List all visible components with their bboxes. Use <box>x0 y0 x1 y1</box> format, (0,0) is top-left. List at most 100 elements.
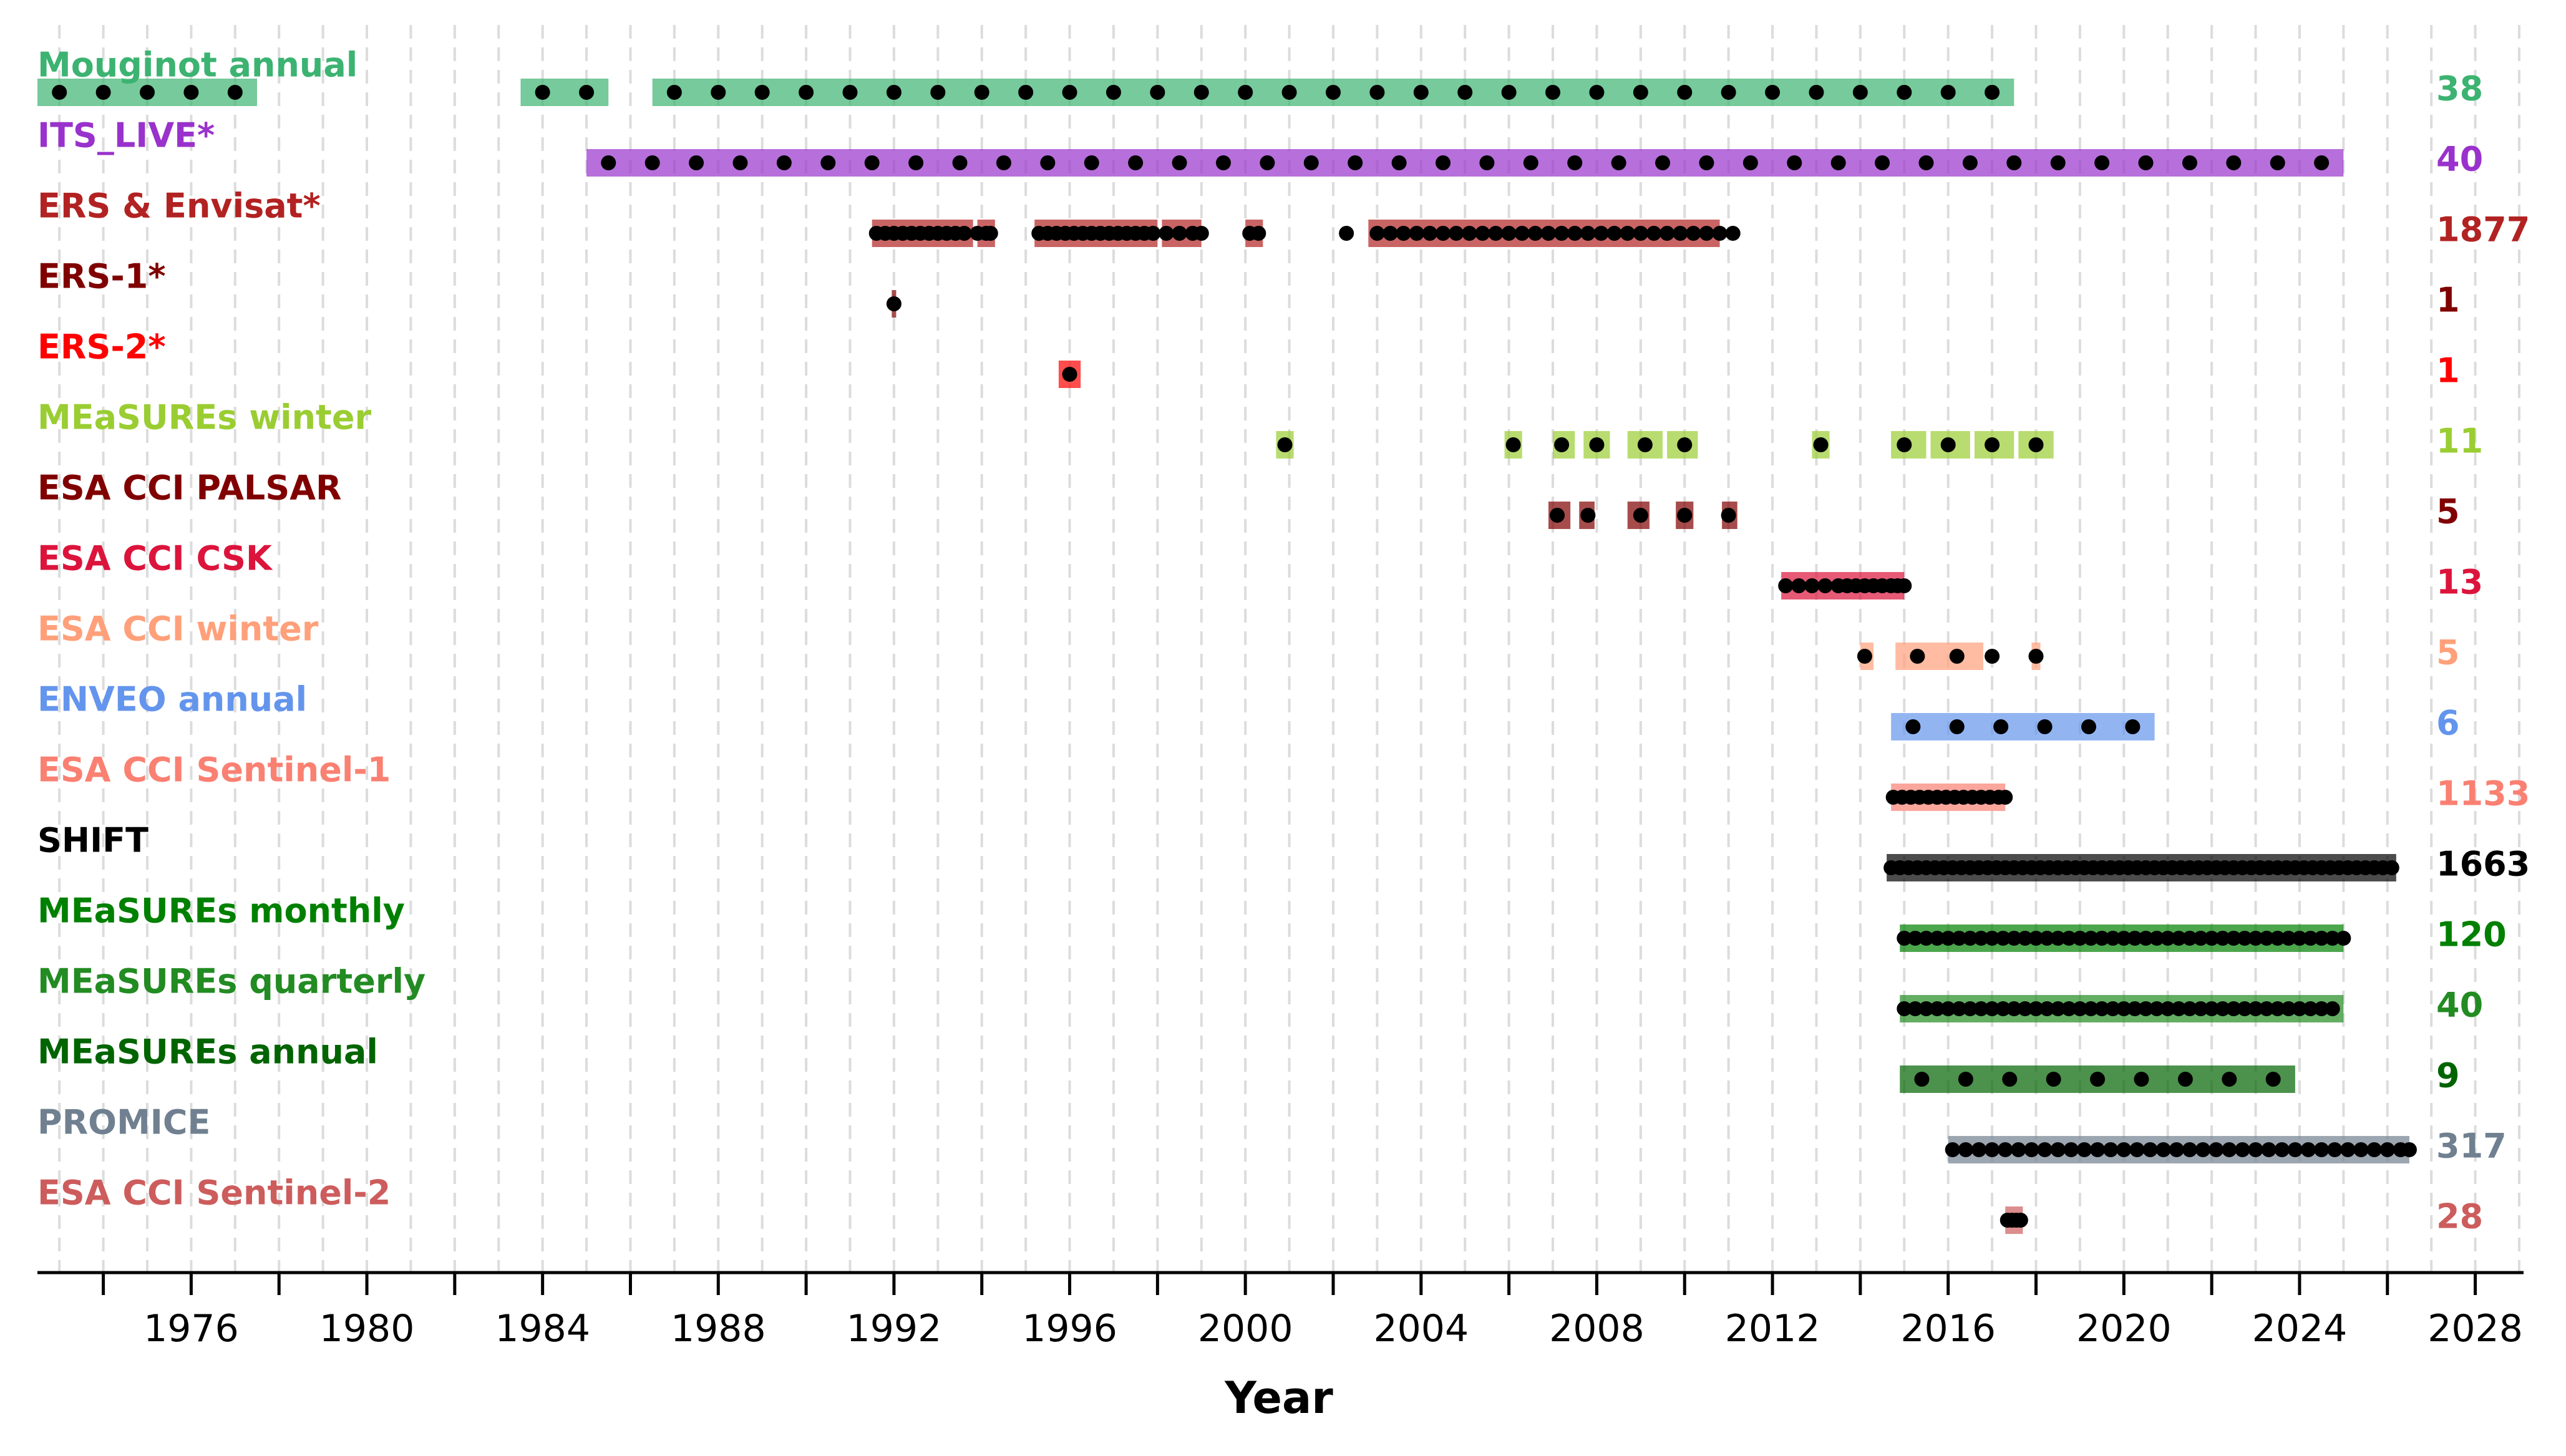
data-point <box>2182 1001 2197 1016</box>
data-point <box>1958 1142 1973 1157</box>
data-point <box>2226 155 2242 170</box>
data-point <box>1369 226 1385 241</box>
data-point <box>1905 719 1921 734</box>
data-point <box>2327 1142 2343 1157</box>
data-point <box>2094 1001 2110 1016</box>
data-point <box>2028 1001 2044 1016</box>
series-bar <box>1891 713 2155 740</box>
data-point <box>2222 1142 2237 1157</box>
data-point <box>2274 1142 2290 1157</box>
data-point <box>1721 508 1736 523</box>
data-point <box>2265 1072 2281 1087</box>
data-point <box>2248 931 2263 946</box>
data-point <box>1857 649 1872 664</box>
data-point <box>227 85 243 100</box>
data-point <box>1488 226 1504 241</box>
data-point <box>1391 155 1407 170</box>
data-point <box>2050 931 2066 946</box>
data-point <box>1985 85 2000 100</box>
data-point <box>1238 85 1253 100</box>
x-tick-label: 1992 <box>847 1307 942 1351</box>
data-point <box>2028 437 2044 452</box>
data-point <box>1973 1001 1989 1016</box>
data-point <box>2291 1001 2307 1016</box>
data-point <box>2072 931 2087 946</box>
series-count: 11 <box>2436 422 2483 461</box>
data-point <box>2094 931 2110 946</box>
data-point <box>95 85 111 100</box>
series-label: ESA CCI Sentinel-1 <box>37 750 391 790</box>
data-point <box>1545 85 1561 100</box>
data-point <box>2134 1072 2149 1087</box>
data-point <box>1396 226 1411 241</box>
data-point <box>2081 719 2096 734</box>
data-point <box>1940 437 1956 452</box>
data-point <box>2116 1001 2132 1016</box>
data-point <box>2314 931 2330 946</box>
data-point <box>2171 1001 2187 1016</box>
data-point <box>1062 85 1077 100</box>
data-point <box>1457 85 1473 100</box>
data-point <box>2013 1213 2028 1228</box>
data-point <box>1084 155 1099 170</box>
data-point <box>1907 931 1923 946</box>
data-point <box>2177 1072 2193 1087</box>
data-point <box>2017 931 2033 946</box>
data-point <box>1475 226 1490 241</box>
series-label: MEaSUREs monthly <box>37 891 405 931</box>
data-point <box>2287 1142 2303 1157</box>
data-point <box>1918 1001 1934 1016</box>
data-point <box>1677 508 1693 523</box>
data-point <box>1106 85 1121 100</box>
data-point <box>842 85 858 100</box>
data-point <box>2314 1142 2330 1157</box>
data-point <box>2325 1001 2340 1016</box>
data-point <box>2261 1142 2277 1157</box>
data-point <box>2039 1001 2055 1016</box>
data-point <box>1409 226 1424 241</box>
data-point <box>1606 226 1622 241</box>
data-point <box>2182 1142 2197 1157</box>
series-count: 1 <box>2436 351 2460 391</box>
data-point <box>2291 931 2307 946</box>
data-point <box>2314 1001 2330 1016</box>
data-point <box>2061 1001 2077 1016</box>
data-point <box>1910 649 1925 664</box>
x-tick-label: 2024 <box>2252 1307 2348 1351</box>
series-label: ITS_LIVE* <box>37 116 215 155</box>
data-point <box>1040 155 1056 170</box>
x-tick-label: 2020 <box>2076 1307 2172 1351</box>
data-point <box>1804 578 1820 593</box>
data-point <box>2259 931 2275 946</box>
data-point <box>820 155 836 170</box>
data-point <box>2303 1001 2318 1016</box>
data-point <box>579 85 595 100</box>
data-point <box>2270 1001 2285 1016</box>
data-point <box>2204 1001 2220 1016</box>
data-point <box>1809 85 1824 100</box>
data-point <box>2103 1142 2119 1157</box>
data-point <box>1215 155 1231 170</box>
data-point <box>1875 155 1890 170</box>
data-point <box>1514 226 1530 241</box>
data-point <box>1580 508 1596 523</box>
data-point <box>1742 155 1758 170</box>
data-point <box>1962 155 1978 170</box>
series-label: MEaSUREs quarterly <box>37 962 425 1001</box>
data-point <box>140 85 155 100</box>
data-point <box>1589 437 1605 452</box>
series-count: 1877 <box>2436 210 2530 250</box>
data-point <box>1567 226 1583 241</box>
data-point <box>2193 1001 2209 1016</box>
data-point <box>2215 931 2230 946</box>
data-point <box>2138 931 2154 946</box>
series-count: 40 <box>2436 986 2483 1025</box>
data-point <box>2340 1142 2356 1157</box>
data-point <box>1699 226 1714 241</box>
data-point <box>2401 1142 2417 1157</box>
x-tick-label: 2008 <box>1549 1307 1645 1351</box>
data-point <box>2105 931 2121 946</box>
data-point <box>1325 85 1341 100</box>
data-point <box>2006 155 2022 170</box>
